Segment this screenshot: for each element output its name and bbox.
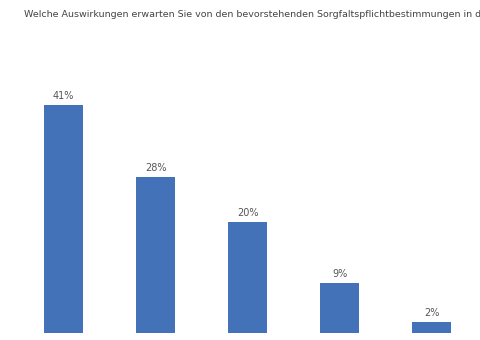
Text: 2%: 2% (423, 308, 439, 318)
Bar (228, 222, 266, 333)
Bar (411, 322, 450, 333)
Bar (44, 105, 83, 333)
Bar (136, 177, 175, 333)
Text: 9%: 9% (331, 269, 347, 279)
Text: Welche Auswirkungen erwarten Sie von den bevorstehenden Sorgfaltspflichtbestimmu: Welche Auswirkungen erwarten Sie von den… (24, 10, 480, 19)
Text: 41%: 41% (53, 91, 74, 101)
Text: 20%: 20% (237, 208, 258, 218)
Bar (320, 283, 358, 333)
Text: 28%: 28% (144, 163, 166, 173)
